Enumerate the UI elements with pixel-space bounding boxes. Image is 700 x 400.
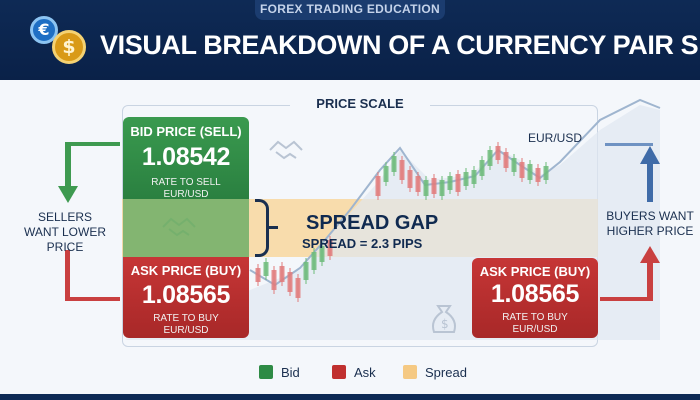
money-bag-icon: $ xyxy=(432,305,456,333)
candle-body xyxy=(543,166,549,180)
candle-body xyxy=(279,266,285,282)
price-scale-label: PRICE SCALE xyxy=(290,96,430,111)
candle-body xyxy=(495,146,501,160)
spread-subtitle: SPREAD = 2.3 PIPS xyxy=(302,236,423,251)
ask-caption-right: RATE TO BUY EUR/USD xyxy=(502,312,568,335)
candle-body xyxy=(431,178,437,194)
candle-body xyxy=(391,156,397,172)
candle-body xyxy=(399,160,405,180)
sellers-want-text: SELLERS WANT LOWER PRICE xyxy=(23,210,106,254)
bid-spread-overlap xyxy=(123,199,249,257)
candle-body xyxy=(407,170,413,188)
legend-swatch-bid xyxy=(259,365,273,379)
candle-body xyxy=(423,180,429,196)
candlesticks xyxy=(255,142,549,302)
legend-item-spread: Spread xyxy=(403,364,467,380)
candle-body xyxy=(287,272,293,292)
ask-price-left: 1.08565 xyxy=(141,281,231,309)
candle-body xyxy=(255,268,261,282)
candle-body xyxy=(415,176,421,192)
candle-body xyxy=(383,166,389,182)
ask-label-right: ASK PRICE (BUY) xyxy=(479,264,591,279)
candle-body xyxy=(527,164,533,180)
buyers-up-arrow xyxy=(605,143,660,202)
dollar-coin-icon: $ xyxy=(52,30,86,64)
header-tag: FOREX TRADING EDUCATION xyxy=(259,2,440,16)
ask-caption-left: RATE TO BUY EUR/USD xyxy=(153,313,219,336)
bid-caption: RATE TO SELL EUR/USD xyxy=(151,177,221,200)
tag-background xyxy=(255,0,445,20)
legend-item-ask: Ask xyxy=(332,364,376,380)
header-banner: FOREX TRADING EDUCATION € $ VISUAL BREAK… xyxy=(0,0,700,80)
handshake-icon xyxy=(269,140,303,160)
svg-text:$: $ xyxy=(441,317,449,331)
candle-body xyxy=(503,152,509,168)
ask-label-left: ASK PRICE (BUY) xyxy=(130,263,242,278)
candle-body xyxy=(463,172,469,186)
candle-body xyxy=(535,168,541,182)
legend-swatch-spread xyxy=(403,365,417,379)
ask-price-right: 1.08565 xyxy=(490,280,580,308)
ask-price-box-right: ASK PRICE (BUY) 1.08565 RATE TO BUY EUR/… xyxy=(472,258,598,338)
candle-body xyxy=(311,252,317,270)
bottom-strip xyxy=(0,394,700,400)
bid-price-box: BID PRICE (SELL) 1.08542 RATE TO SELL EU… xyxy=(123,117,249,200)
candle-body xyxy=(519,162,525,178)
bid-label: BID PRICE (SELL) xyxy=(130,124,242,139)
legend-label-bid: Bid xyxy=(281,364,300,380)
candle-body xyxy=(327,240,333,256)
ask-price-box-left: ASK PRICE (BUY) 1.08565 RATE TO BUY EUR/… xyxy=(123,257,249,338)
candle-body xyxy=(271,270,277,290)
candle-body xyxy=(303,262,309,280)
legend-swatch-ask xyxy=(332,365,346,379)
page-title: VISUAL BREAKDOWN OF A CURRENCY PAIR SPRE… xyxy=(100,30,700,60)
candle-body xyxy=(375,176,381,196)
spread-bracket-tick xyxy=(268,226,278,229)
currency-pair-label: EUR/USD xyxy=(528,131,583,145)
candle-body xyxy=(263,262,269,276)
buyers-want-text: BUYERS WANT HIGHER PRICE xyxy=(606,209,694,238)
left-red-connector xyxy=(65,250,120,301)
candle-body xyxy=(447,176,453,190)
candle-body xyxy=(511,158,517,172)
bid-price: 1.08542 xyxy=(141,143,231,171)
candle-body xyxy=(471,170,477,184)
legend-label-ask: Ask xyxy=(354,364,376,380)
candle-body xyxy=(479,160,485,176)
legend-item-bid: Bid xyxy=(259,364,300,380)
spread-title: SPREAD GAP xyxy=(306,212,439,234)
candle-body xyxy=(487,150,493,166)
spread-bracket xyxy=(255,199,269,257)
candle-body xyxy=(439,180,445,196)
right-red-arrow xyxy=(600,246,660,301)
sellers-down-arrow xyxy=(58,143,78,203)
candle-body xyxy=(295,278,301,298)
candle-body xyxy=(319,246,325,262)
left-green-connector xyxy=(65,142,120,146)
candle-body xyxy=(455,174,461,192)
legend-label-spread: Spread xyxy=(425,364,467,380)
